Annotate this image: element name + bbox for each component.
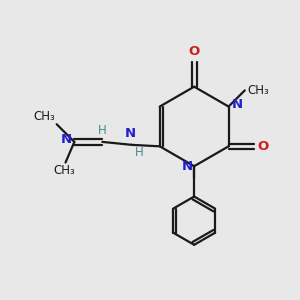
Text: N: N [60, 133, 71, 146]
Text: CH₃: CH₃ [34, 110, 55, 123]
Text: CH₃: CH₃ [53, 164, 75, 177]
Text: CH₃: CH₃ [247, 84, 269, 97]
Text: N: N [125, 127, 136, 140]
Text: O: O [188, 45, 200, 58]
Text: N: N [232, 98, 243, 111]
Text: H: H [135, 146, 143, 159]
Text: H: H [98, 124, 107, 136]
Text: O: O [257, 140, 269, 153]
Text: N: N [182, 160, 193, 173]
